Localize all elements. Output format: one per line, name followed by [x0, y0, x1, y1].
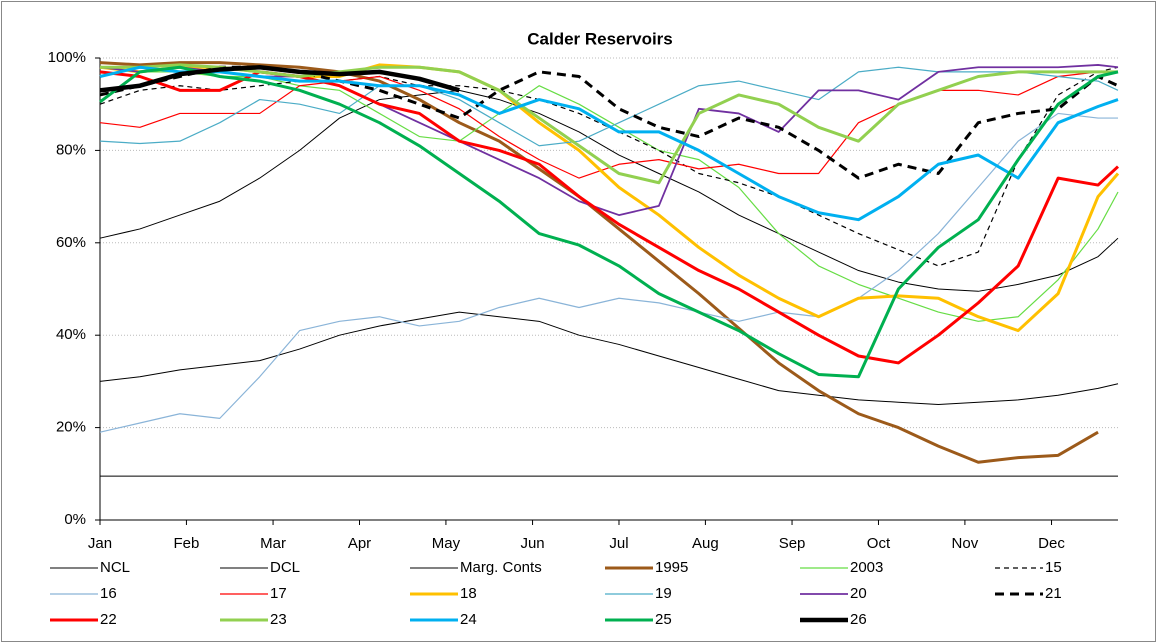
- series-line: [99, 311, 1119, 405]
- legend-label: Marg. Conts: [460, 559, 542, 576]
- x-tick-label: Feb: [174, 535, 200, 552]
- series-line: [99, 65, 1119, 222]
- series-line: [99, 66, 1119, 147]
- y-tick-label: 80%: [56, 141, 86, 158]
- x-tick-label: Oct: [867, 535, 891, 552]
- series-line: [99, 64, 1119, 216]
- x-tick-label: Jan: [88, 535, 112, 552]
- x-tick-label: May: [432, 535, 461, 552]
- legend-label: 21: [1045, 585, 1062, 602]
- legend-label: 2003: [850, 559, 883, 576]
- x-tick-label: Mar: [260, 535, 286, 552]
- y-tick-label: 60%: [56, 234, 86, 251]
- y-tick-label: 0%: [64, 511, 86, 528]
- x-tick-label: Nov: [952, 535, 979, 552]
- series-line: [100, 63, 1118, 185]
- x-tick-label: Aug: [692, 535, 719, 552]
- y-tick-label: 20%: [56, 419, 86, 436]
- legend-label: 19: [655, 585, 672, 602]
- x-tick-label: Jun: [520, 535, 544, 552]
- chart-title: Calder Reservoirs: [527, 29, 673, 48]
- legend-label: 18: [460, 585, 477, 602]
- series-line: [99, 61, 1099, 464]
- series-line: [99, 71, 1118, 179]
- legend-label: 23: [270, 611, 287, 628]
- series-line: [99, 112, 1118, 433]
- legend-label: DCL: [270, 559, 300, 576]
- x-tick-label: Jul: [609, 535, 628, 552]
- legend-label: 26: [850, 611, 867, 628]
- x-tick-label: Apr: [348, 535, 371, 552]
- legend-label: 17: [270, 585, 287, 602]
- y-tick-label: 100%: [48, 49, 86, 66]
- legend-label: 24: [460, 611, 477, 628]
- legend-label: 16: [100, 585, 117, 602]
- legend-label: 1995: [655, 559, 688, 576]
- legend-label: NCL: [100, 559, 130, 576]
- legend-label: 22: [100, 611, 117, 628]
- x-tick-label: Dec: [1038, 535, 1065, 552]
- series-line: [99, 66, 1119, 322]
- legend-label: 20: [850, 585, 867, 602]
- series-line: [99, 64, 460, 93]
- legend-label: 15: [1045, 559, 1062, 576]
- x-tick-label: Sep: [779, 535, 806, 552]
- y-tick-label: 40%: [56, 326, 86, 343]
- legend-label: 25: [655, 611, 672, 628]
- series-line: [99, 65, 1119, 379]
- series-line: [99, 89, 1119, 292]
